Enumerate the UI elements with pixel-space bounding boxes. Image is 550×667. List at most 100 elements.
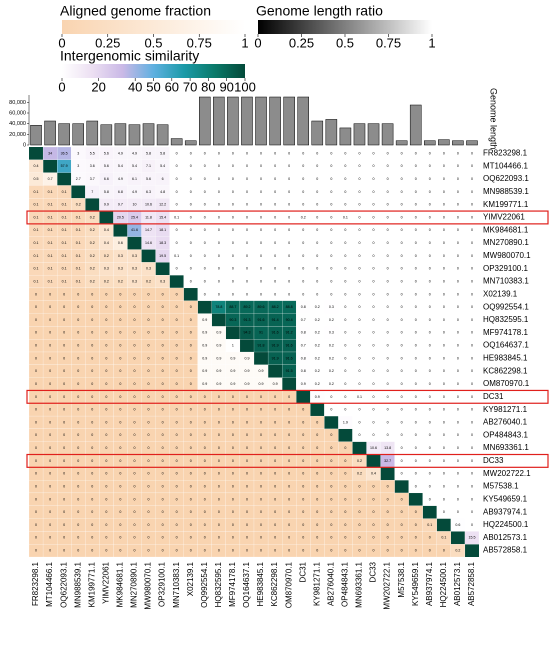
fraction-label: 0.1	[76, 267, 81, 271]
similarity-label: 0	[316, 292, 318, 296]
similarity-label: 10	[132, 203, 136, 207]
fraction-label: 0	[63, 549, 65, 553]
similarity-label: 0	[401, 356, 403, 360]
fraction-label: 0	[288, 408, 290, 412]
fraction-label: 0	[35, 408, 37, 412]
fraction-label: 0.1	[48, 215, 53, 219]
fraction-label: 0	[77, 395, 79, 399]
similarity-label: 0	[260, 292, 262, 296]
fraction-label: 0	[373, 549, 375, 553]
similarity-label: 94.3	[243, 331, 250, 335]
diagonal-cell	[450, 531, 465, 545]
fraction-label: 0	[91, 484, 93, 488]
fraction-label: 0	[218, 420, 220, 424]
fraction-label: 0	[91, 292, 93, 296]
fraction-label: 0	[274, 472, 276, 476]
fraction-label: 0.2	[90, 241, 95, 245]
similarity-label: 0	[373, 344, 375, 348]
column-label: HQ224500.1	[439, 561, 448, 607]
legend-title: Aligned genome fraction	[60, 3, 211, 19]
similarity-label: 0	[232, 228, 234, 232]
similarity-label: 0	[429, 420, 431, 424]
fraction-label: 0.9	[259, 382, 264, 386]
similarity-label: 0	[358, 305, 360, 309]
length-bar	[367, 123, 380, 146]
similarity-label: 0	[344, 369, 346, 373]
similarity-label: 6.1	[132, 177, 137, 181]
legend-tick-label: 90	[219, 79, 233, 94]
fraction-label: 0	[133, 382, 135, 386]
fraction-label: 0	[63, 446, 65, 450]
fraction-label: 0	[35, 331, 37, 335]
fraction-label: 0	[176, 408, 178, 412]
similarity-label: 0	[316, 164, 318, 168]
fraction-label: 0	[49, 344, 51, 348]
fraction-label: 0	[35, 356, 37, 360]
fraction-label: 0.9	[202, 382, 207, 386]
fraction-label: 0	[260, 408, 262, 412]
fraction-label: 0	[302, 433, 304, 437]
fraction-label: 0	[246, 395, 248, 399]
fraction-label: 0.9	[230, 382, 235, 386]
fraction-label: 0	[119, 369, 121, 373]
fraction-label: 0	[148, 497, 150, 501]
fraction-label: 0	[105, 459, 107, 463]
fraction-label: 0	[190, 344, 192, 348]
similarity-label: 0	[358, 228, 360, 232]
fraction-label: 0.9	[202, 356, 207, 360]
row-label: M57538.1	[483, 482, 519, 491]
fraction-label: 0	[91, 497, 93, 501]
length-bar	[409, 104, 422, 146]
fraction-label: 0	[204, 497, 206, 501]
fraction-label: 0	[105, 318, 107, 322]
fraction-label: 0	[148, 472, 150, 476]
similarity-label: 0	[260, 254, 262, 258]
similarity-label: 0	[344, 344, 346, 348]
similarity-label: 0	[471, 446, 473, 450]
fraction-label: 0	[105, 331, 107, 335]
similarity-label: 0.2	[315, 305, 320, 309]
fraction-label: 0	[148, 536, 150, 540]
legend-gradient	[62, 20, 245, 34]
column-label: OP329100.1	[158, 561, 167, 606]
similarity-label: 0	[443, 318, 445, 322]
similarity-label: 3.7	[90, 177, 95, 181]
similarity-label: 15.5	[468, 536, 475, 540]
fraction-label: 0	[190, 497, 192, 501]
fraction-label: 0	[176, 433, 178, 437]
legend-tick-label: 1	[241, 35, 248, 50]
diagonal-cell	[29, 147, 44, 160]
length-bar	[100, 124, 113, 146]
fraction-label: 0	[49, 331, 51, 335]
fraction-label: 0	[176, 369, 178, 373]
column-label: MT104466.1	[45, 561, 54, 606]
diagonal-cell	[310, 403, 325, 417]
fraction-label: 0	[133, 446, 135, 450]
similarity-label: 0	[373, 203, 375, 207]
fraction-label: 0	[119, 459, 121, 463]
similarity-label: 0	[218, 203, 220, 207]
similarity-label: 0	[443, 151, 445, 155]
fraction-label: 0	[162, 459, 164, 463]
column-label: MK984681.1	[116, 561, 125, 607]
similarity-label: 78.8	[215, 305, 222, 309]
fraction-label: 0.3	[132, 279, 137, 283]
fraction-label: 0	[274, 549, 276, 553]
similarity-label: 0	[387, 356, 389, 360]
row-label: FR823298.1	[483, 149, 528, 158]
similarity-label: 90.3	[229, 318, 236, 322]
similarity-label: 0	[344, 292, 346, 296]
fraction-label: 0.3	[118, 267, 123, 271]
similarity-label: 6.3	[146, 190, 151, 194]
similarity-label: 0	[358, 267, 360, 271]
similarity-label: 0	[330, 228, 332, 232]
similarity-label: 0	[288, 190, 290, 194]
fraction-label: 0.1	[34, 279, 39, 283]
fraction-label: 0	[105, 369, 107, 373]
fraction-label: 0	[119, 331, 121, 335]
similarity-label: 0	[358, 151, 360, 155]
similarity-label: 0.3	[329, 305, 334, 309]
fraction-label: 0	[302, 408, 304, 412]
similarity-label: 0	[330, 164, 332, 168]
similarity-label: 0	[218, 151, 220, 155]
